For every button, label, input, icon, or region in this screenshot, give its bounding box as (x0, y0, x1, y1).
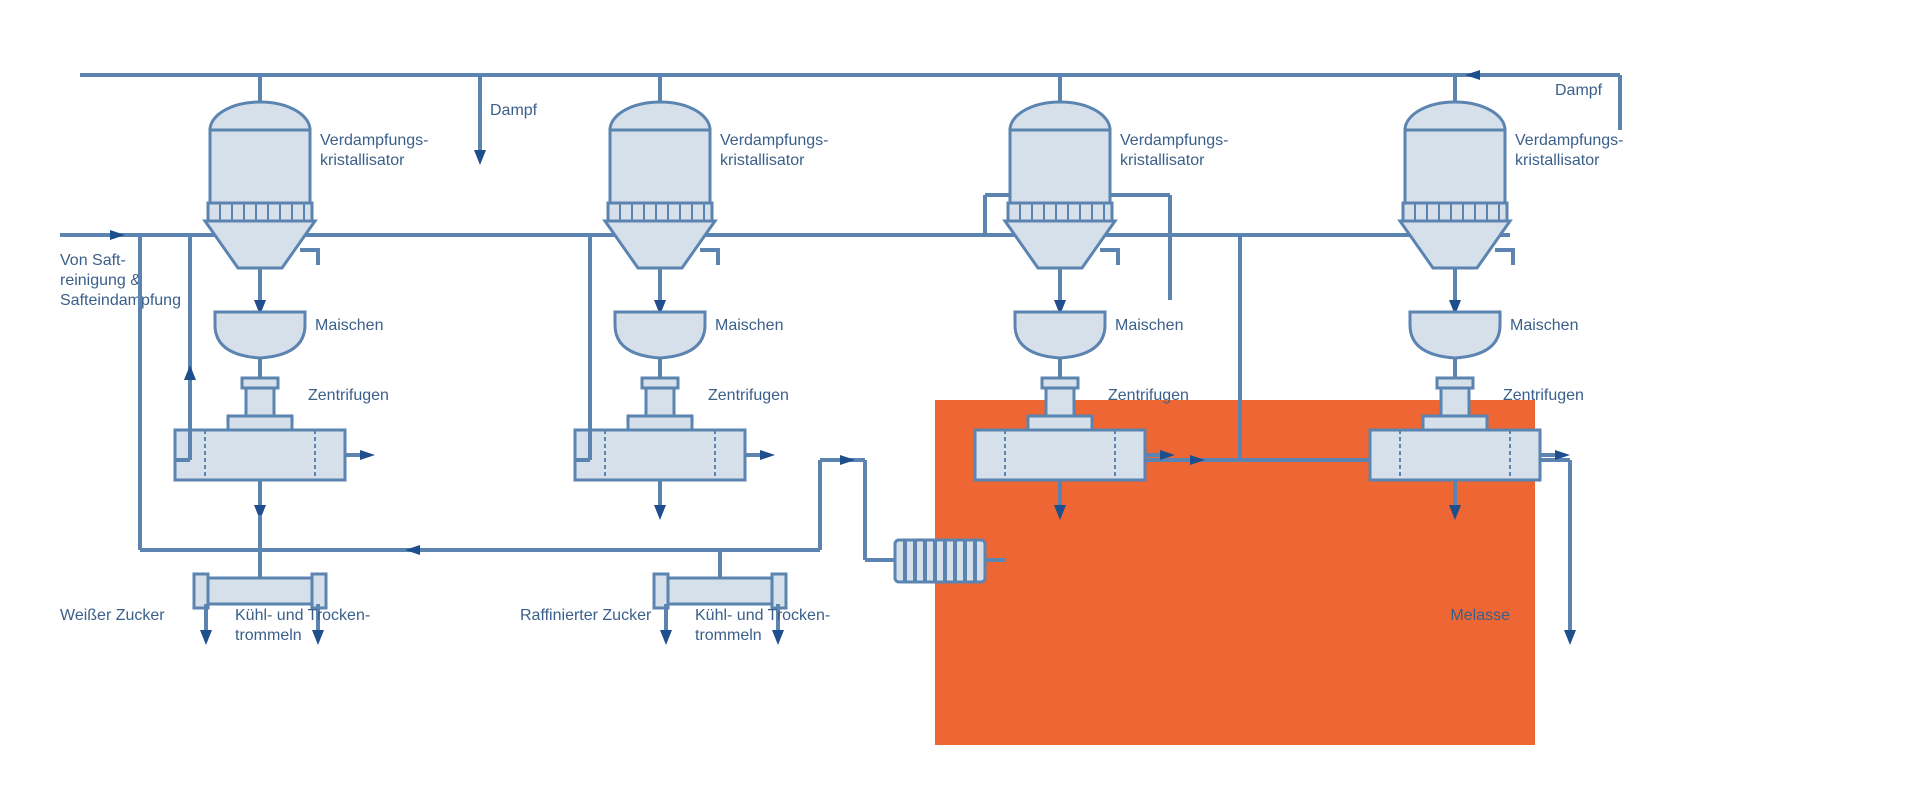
label-whitesugar: Weißer Zucker (60, 607, 165, 624)
flow-arrow (110, 230, 125, 240)
flow-arrow (405, 545, 420, 555)
label-dryer1-2: trommeln (235, 627, 302, 644)
heat-exchanger (895, 540, 985, 582)
flow-arrow (184, 365, 196, 380)
station-4 (1370, 75, 1624, 520)
label-dryer2-2: trommeln (695, 627, 762, 644)
flow-arrow (1564, 630, 1576, 645)
station-1 (175, 75, 429, 520)
label-input-2: reinigung & (60, 272, 141, 289)
label-melasse: Melasse (1450, 607, 1510, 624)
dryer-1 (194, 515, 326, 645)
label-dryer1-1: Kühl- und Trocken- (235, 607, 370, 624)
flow-arrow (1465, 70, 1480, 80)
flow-arrow (840, 455, 855, 465)
process-diagram: Dampf Dampf Von Saft- reinigung & Saftei… (0, 0, 1920, 800)
label-dampf-mid: Dampf (490, 102, 538, 119)
flow-arrow (474, 150, 486, 165)
label-dryer2-1: Kühl- und Trocken- (695, 607, 830, 624)
label-refined: Raffinierter Zucker (520, 607, 652, 624)
label-dampf-right: Dampf (1555, 82, 1603, 99)
station-2 (575, 75, 829, 520)
label-input-3: Safteindampfung (60, 292, 181, 309)
label-input-1: Von Saft- (60, 252, 126, 269)
